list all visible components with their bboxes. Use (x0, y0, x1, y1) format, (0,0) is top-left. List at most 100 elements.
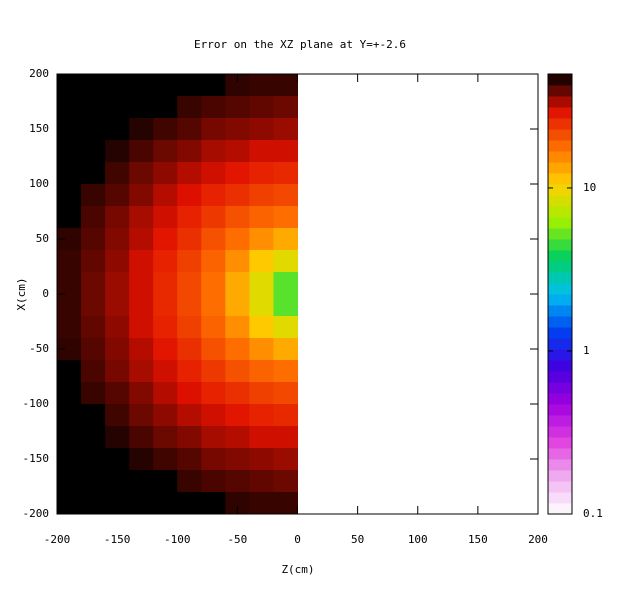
heat-cell (129, 360, 154, 383)
colorbar-step (548, 371, 572, 383)
heat-cell (105, 360, 130, 383)
heat-cell (201, 316, 226, 339)
colorbar-step (548, 129, 572, 141)
heat-cell (129, 184, 154, 207)
heat-cell (129, 338, 154, 361)
heat-cell (129, 404, 154, 427)
colorbar-step (548, 74, 572, 86)
heat-cell (273, 118, 298, 141)
x-tick-label: -200 (44, 533, 71, 546)
colorbar-step (548, 305, 572, 317)
colorbar-step (548, 173, 572, 185)
heat-cell (153, 96, 178, 119)
y-tick-label: 0 (42, 287, 49, 300)
heat-cell (153, 184, 178, 207)
heat-cell (129, 228, 154, 251)
heat-cell (105, 162, 130, 185)
x-tick-label: 50 (351, 533, 364, 546)
heat-cell (129, 96, 154, 119)
heat-cell (153, 470, 178, 493)
colorbar-step (548, 338, 572, 350)
heat-cell (177, 426, 202, 449)
heat-cell (201, 382, 226, 405)
x-axis-label: Z(cm) (281, 563, 314, 576)
heat-cell (225, 360, 250, 383)
heat-cell (153, 382, 178, 405)
heat-cell (81, 426, 106, 449)
heat-cell (57, 316, 82, 339)
colorbar-step (548, 470, 572, 482)
heat-cell (81, 228, 106, 251)
heat-cell (105, 316, 130, 339)
heat-cell (129, 316, 154, 339)
heat-cell (249, 228, 274, 251)
heat-cell (105, 184, 130, 207)
heat-cell (129, 294, 154, 317)
heat-cell (57, 294, 82, 317)
heat-cell (153, 74, 178, 97)
heat-cell (153, 118, 178, 141)
heat-cell (249, 404, 274, 427)
heat-cell (225, 382, 250, 405)
heat-cell (225, 492, 250, 515)
heat-cell (225, 294, 250, 317)
heat-cell (201, 448, 226, 471)
heat-cell (201, 492, 226, 515)
heat-cell (81, 272, 106, 295)
heat-cell (105, 74, 130, 97)
heat-cell (249, 118, 274, 141)
heat-cell (177, 162, 202, 185)
heat-cell (81, 206, 106, 229)
heat-cell (105, 228, 130, 251)
colorbar-step (548, 107, 572, 119)
heat-cell (201, 228, 226, 251)
colorbar-step (548, 151, 572, 163)
heat-cell (57, 272, 82, 295)
heat-cell (249, 250, 274, 273)
colorbar-step (548, 393, 572, 405)
heat-cell (273, 404, 298, 427)
heat-cell (225, 140, 250, 163)
colorbar-step (548, 404, 572, 416)
heat-cell (201, 162, 226, 185)
heat-cell (105, 272, 130, 295)
heat-cell (105, 492, 130, 515)
heat-cell (273, 294, 298, 317)
heat-cell (57, 162, 82, 185)
heat-cell (81, 140, 106, 163)
heat-cell (81, 316, 106, 339)
heat-cell (225, 206, 250, 229)
heat-cell (81, 470, 106, 493)
heat-cell (177, 74, 202, 97)
colorbar-step (548, 162, 572, 174)
heat-cell (249, 426, 274, 449)
heat-cell (81, 404, 106, 427)
heat-cell (153, 162, 178, 185)
heat-cell (273, 448, 298, 471)
y-tick-label: -150 (23, 452, 50, 465)
heat-cell (225, 448, 250, 471)
heat-cell (201, 140, 226, 163)
heat-cell (225, 96, 250, 119)
heat-cell (201, 74, 226, 97)
heat-cell (105, 250, 130, 273)
heat-cell (273, 140, 298, 163)
colorbar-step (548, 85, 572, 97)
heat-cell (225, 404, 250, 427)
heat-cell (57, 470, 82, 493)
y-tick-label: -100 (23, 397, 50, 410)
heat-cell (225, 162, 250, 185)
colorbar-step (548, 272, 572, 284)
heat-cell (81, 96, 106, 119)
heat-cell (249, 184, 274, 207)
heat-cell (153, 338, 178, 361)
colorbar-step (548, 195, 572, 207)
heat-cell (105, 382, 130, 405)
heat-cell (81, 294, 106, 317)
heat-cell (201, 184, 226, 207)
heat-cell (57, 360, 82, 383)
heat-cell (177, 338, 202, 361)
heat-cell (153, 294, 178, 317)
heat-cell (225, 272, 250, 295)
colorbar-tick-label: 10 (583, 181, 596, 194)
